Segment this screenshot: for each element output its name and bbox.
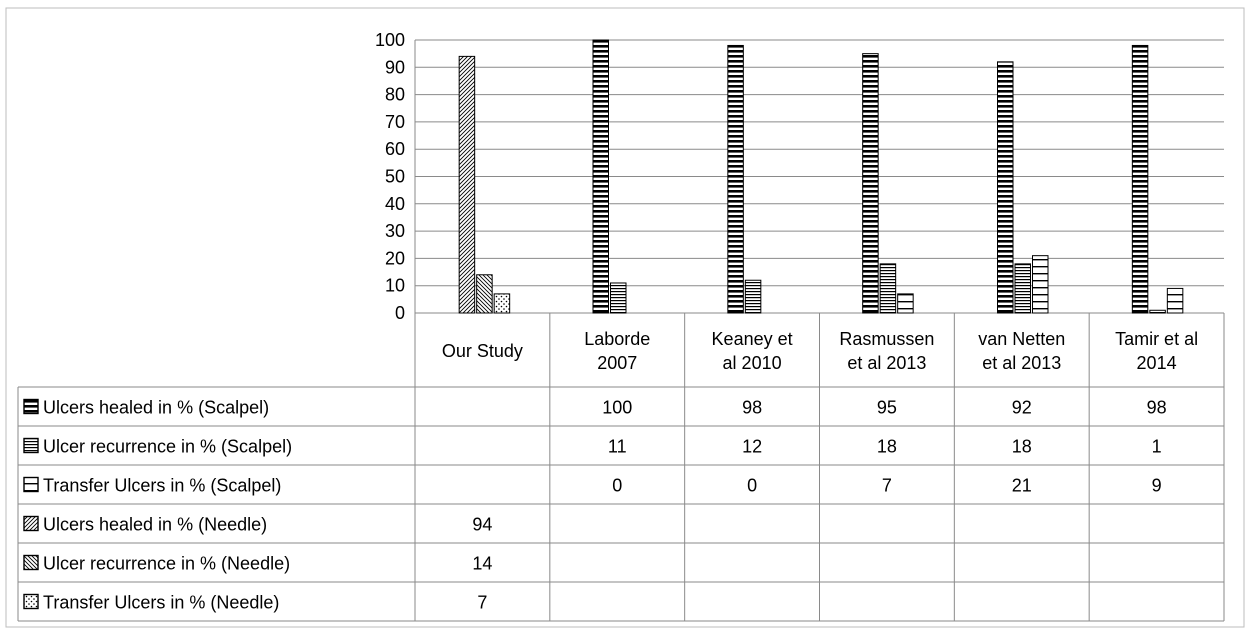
bar [592, 39, 609, 314]
bar [1131, 44, 1149, 314]
data-label: 11 [608, 437, 627, 457]
bar [458, 55, 476, 314]
data-label: 7 [477, 593, 487, 613]
series-name: Transfer Ulcers in % (Needle) [43, 593, 279, 613]
bar [744, 279, 762, 314]
bar [476, 274, 493, 314]
outer-frame [5, 7, 1245, 628]
category-label: et al 2013 [847, 353, 926, 373]
y-tick-label: 10 [385, 276, 405, 296]
data-label: 98 [742, 398, 762, 418]
data-table: Our Study Laborde 2007 Keaney et al 2010 Rasm… [17, 313, 1225, 622]
y-tick-label: 90 [385, 57, 405, 77]
data-label: 12 [742, 437, 762, 457]
y-tick-label: 100 [375, 30, 405, 50]
y-tick-label: 80 [385, 85, 405, 105]
data-label: 18 [1012, 437, 1032, 457]
data-label: 21 [1012, 476, 1032, 496]
category-label: Our Study [442, 341, 523, 361]
category-label: Rasmussen [839, 329, 934, 349]
bars [458, 39, 1184, 314]
data-label: 94 [472, 515, 492, 535]
bar [727, 44, 744, 314]
legend-swatch-icon [23, 398, 39, 415]
legend-swatch-icon [23, 593, 39, 610]
data-label: 100 [602, 398, 632, 418]
gridlines [415, 39, 1224, 314]
category-label: 2007 [597, 353, 637, 373]
y-tick-label: 70 [385, 112, 405, 132]
category-label: Keaney et [712, 329, 793, 349]
data-label: 7 [882, 476, 892, 496]
y-tick-label: 60 [385, 139, 405, 159]
data-label: 0 [612, 476, 622, 496]
data-label: 14 [472, 554, 492, 574]
y-tick-label: 20 [385, 248, 405, 268]
y-axis: 0 10 20 30 40 50 60 70 80 90 100 [375, 30, 416, 323]
bar [862, 53, 879, 314]
data-label: 9 [1152, 476, 1162, 496]
bar [1166, 287, 1184, 314]
y-tick-label: 40 [385, 194, 405, 214]
bar [897, 293, 914, 314]
bar [997, 61, 1014, 314]
category-label: Laborde [584, 329, 650, 349]
series-name: Transfer Ulcers in % (Scalpel) [43, 476, 281, 496]
y-tick-label: 30 [385, 221, 405, 241]
bar [493, 293, 511, 314]
legend-swatch-icon [23, 515, 39, 532]
data-label: 98 [1147, 398, 1167, 418]
category-label: Tamir et al [1115, 329, 1198, 349]
data-label: 1 [1152, 437, 1162, 457]
bar [1032, 255, 1049, 314]
series-name: Ulcers healed in % (Scalpel) [43, 398, 269, 418]
series-name: Ulcer recurrence in % (Needle) [43, 554, 290, 574]
bar [1149, 309, 1166, 314]
data-label: 92 [1012, 398, 1032, 418]
data-label: 18 [877, 437, 897, 457]
category-label: et al 2013 [982, 353, 1061, 373]
legend-swatch-icon [23, 554, 39, 571]
data-label: 95 [877, 398, 897, 418]
bar [1014, 263, 1031, 314]
legend-swatch-icon [23, 437, 39, 454]
bar [610, 282, 627, 314]
category-label: 2014 [1137, 353, 1177, 373]
series-name: Ulcer recurrence in % (Scalpel) [43, 437, 292, 457]
legend-swatch-icon [23, 476, 39, 493]
y-tick-label: 0 [395, 303, 405, 323]
bar [879, 263, 897, 314]
category-label: al 2010 [723, 353, 782, 373]
category-label: van Netten [978, 329, 1065, 349]
data-label: 0 [747, 476, 757, 496]
series-name: Ulcers healed in % (Needle) [43, 515, 267, 535]
y-tick-label: 50 [385, 167, 405, 187]
